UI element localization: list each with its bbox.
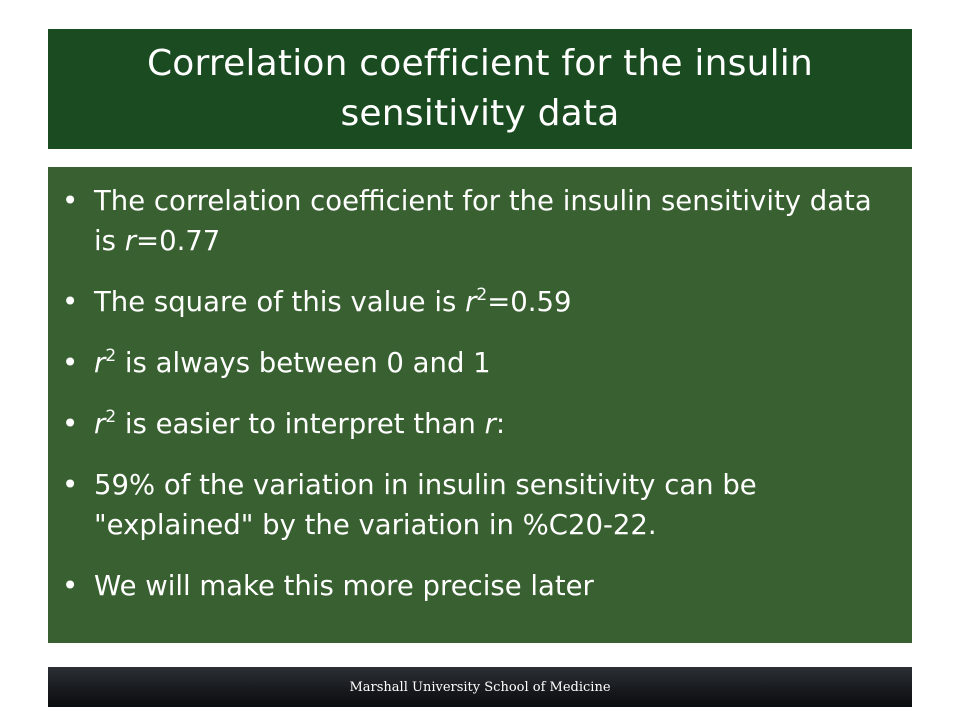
bullet-text-value: =0.59	[487, 286, 572, 318]
bullet-icon: •	[62, 570, 79, 602]
bullet-item-square: • The square of this value is r2=0.59	[62, 282, 872, 322]
bullet-item-variation: • 59% of the variation in insulin sensit…	[62, 465, 872, 545]
bullet-item-range: • r2 is always between 0 and 1	[62, 343, 872, 383]
variable-r-second: r	[484, 408, 496, 440]
bullet-text: is always between 0 and 1	[116, 347, 491, 379]
bullet-item-correlation: • The correlation coefficient for the in…	[62, 181, 872, 261]
variable-r: r	[94, 347, 106, 379]
bullet-item-interpret: • r2 is easier to interpret than r:	[62, 404, 872, 444]
bullet-text-value: =0.77	[136, 225, 221, 257]
bullet-icon: •	[62, 286, 79, 318]
bullet-text-colon: :	[495, 408, 506, 440]
bullet-icon: •	[62, 469, 79, 501]
slide-content-box: • The correlation coefficient for the in…	[48, 167, 912, 643]
bullet-icon: •	[62, 185, 79, 217]
superscript-2: 2	[105, 407, 117, 427]
bullet-item-precise: • We will make this more precise later	[62, 566, 872, 606]
footer-text: Marshall University School of Medicine	[349, 679, 611, 695]
bullet-icon: •	[62, 408, 79, 440]
bullet-list: • The correlation coefficient for the in…	[62, 181, 872, 606]
superscript-2: 2	[476, 285, 488, 305]
bullet-text: The correlation coefficient for the insu…	[94, 185, 872, 257]
bullet-text: The square of this value is	[94, 286, 466, 318]
bullet-text: 59% of the variation in insulin sensitiv…	[94, 469, 757, 541]
superscript-2: 2	[105, 346, 117, 366]
variable-r: r	[124, 225, 137, 257]
bullet-text: is easier to interpret than	[116, 408, 485, 440]
variable-r: r	[465, 286, 477, 318]
bullet-icon: •	[62, 347, 79, 379]
slide-title-box: Correlation coefficient for the insulin …	[48, 29, 912, 149]
variable-r: r	[94, 408, 106, 440]
footer-bar: Marshall University School of Medicine	[48, 667, 912, 707]
bullet-text: We will make this more precise later	[94, 570, 594, 602]
slide-title: Correlation coefficient for the insulin …	[146, 43, 814, 134]
